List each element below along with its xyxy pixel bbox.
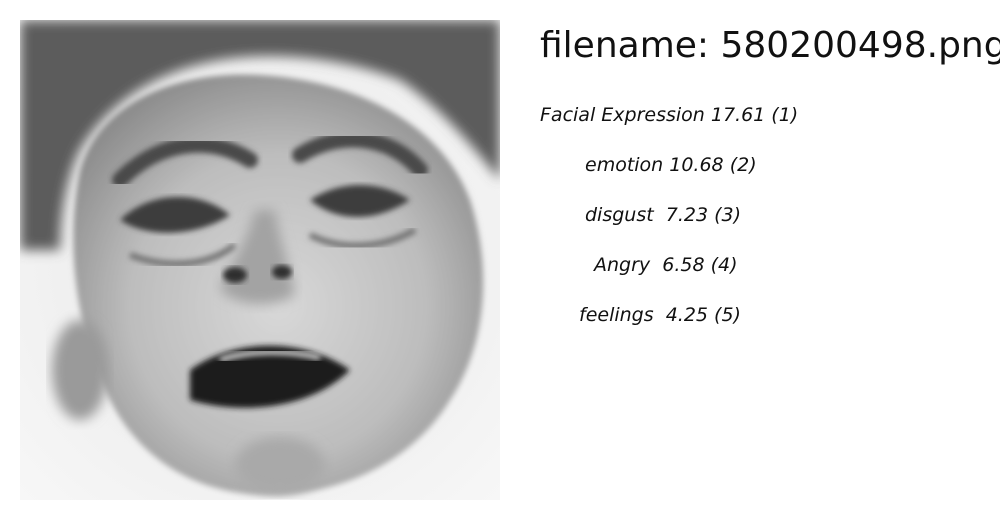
label-row: emotion 10.68 (2) [540, 150, 980, 200]
label-row: Facial Expression 17.61 (1) [540, 100, 980, 150]
face-photo-graphic [20, 20, 500, 500]
label-row: feelings 4.25 (5) [540, 300, 980, 350]
face-photo [20, 20, 500, 500]
label-text: emotion 10.68 (2) [585, 154, 757, 176]
label-row: disgust 7.23 (3) [540, 200, 980, 250]
filename-title: filename: 580200498.png [540, 25, 1000, 66]
label-text: feelings 4.25 (5) [579, 304, 741, 326]
label-list: Facial Expression 17.61 (1) emotion 10.6… [540, 100, 980, 350]
label-row: Angry 6.58 (4) [540, 250, 980, 300]
label-text: Angry 6.58 (4) [594, 254, 738, 276]
label-text: Facial Expression 17.61 (1) [540, 104, 799, 126]
label-text: disgust 7.23 (3) [585, 204, 742, 226]
